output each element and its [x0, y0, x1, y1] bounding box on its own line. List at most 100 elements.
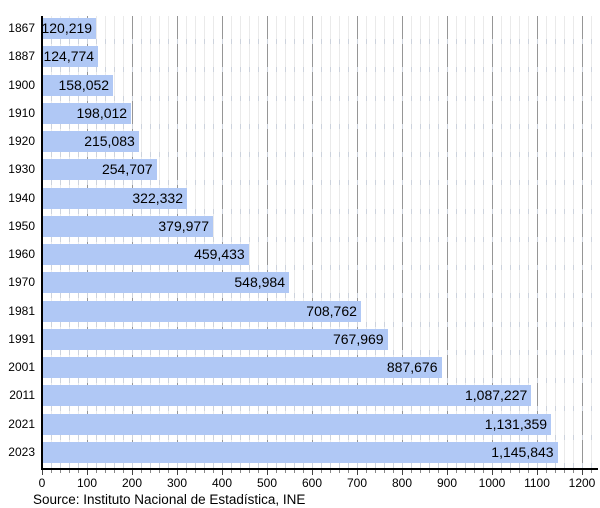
population-bar: 120,219 [41, 18, 97, 39]
year-label: 1910 [8, 105, 35, 120]
minor-tick-ruler [42, 208, 598, 214]
x-tick-label: 200 [121, 476, 143, 490]
year-label: 2011 [9, 388, 35, 403]
minor-tick-ruler [42, 321, 598, 327]
year-label: 1950 [8, 218, 35, 233]
year-label: 2001 [8, 360, 35, 374]
bar-value-label: 254,707 [101, 161, 153, 178]
x-tick-label: 600 [301, 476, 323, 490]
year-label: 1991 [8, 331, 35, 346]
bar-value-label: 158,052 [58, 76, 110, 93]
bar-value-label: 1,087,227 [465, 387, 528, 404]
minor-tick-ruler [42, 39, 598, 44]
bar-row: 1950 379,977 [8, 214, 598, 242]
population-census-bar-chart: 1867 120,219 1887 124,774 1900 158,052 1910 198… [0, 16, 600, 508]
minor-tick-ruler [42, 180, 598, 186]
year-label: 1930 [8, 162, 35, 177]
x-tick-label: 900 [436, 476, 458, 490]
bar-rows: 1867 120,219 1887 124,774 1900 158,052 1910 198… [8, 16, 598, 468]
x-axis-labels: 0 100 200 300 400 500 600 700 800 900 1000 1100 1200 [38, 476, 598, 490]
population-bar: 322,332 [42, 187, 187, 209]
x-tick-label: 0 [38, 476, 46, 490]
bar-value-label: 215,083 [84, 133, 135, 149]
year-label: 1867 [8, 21, 35, 35]
minor-tick-ruler [42, 406, 598, 412]
bar-value-label: 379,977 [158, 217, 209, 234]
x-tick-label: 1100 [524, 476, 550, 490]
bar-row: 1910 198,012 [8, 101, 598, 129]
population-bar: 215,083 [42, 131, 139, 152]
bar-value-label: 887,676 [386, 359, 438, 375]
bar-value-label: 198,012 [76, 104, 128, 121]
bar-row: 2023 1,145,843 [8, 440, 598, 468]
population-bar: 1,145,843 [42, 441, 558, 463]
year-label: 1940 [8, 190, 35, 205]
bar-row: 1981 708,762 [8, 299, 598, 327]
bar-value-label: 459,433 [194, 246, 245, 262]
x-tick-label: 300 [166, 476, 188, 490]
minor-tick-ruler [42, 462, 598, 468]
x-axis-ticks [42, 470, 598, 475]
minor-tick-ruler [42, 378, 598, 383]
source-caption: Source: Instituto Nacional de Estadístic… [33, 492, 306, 507]
bar-row: 2021 1,131,359 [8, 412, 598, 440]
bar-value-label: 708,762 [306, 302, 357, 319]
bar-value-label: 120,219 [41, 20, 93, 36]
minor-tick-ruler [42, 265, 598, 270]
minor-tick-ruler [42, 434, 598, 440]
bar-row: 1920 215,083 [8, 129, 598, 157]
x-axis-line [41, 468, 598, 470]
year-label: 1920 [8, 134, 35, 148]
bar-value-label: 767,969 [332, 330, 384, 347]
bar-value-label: 548,984 [234, 274, 285, 291]
population-bar: 887,676 [42, 357, 442, 378]
population-bar: 767,969 [42, 328, 388, 350]
population-bar: 158,052 [42, 74, 114, 96]
x-tick-label: 100 [76, 476, 98, 490]
bar-row: 1940 322,332 [8, 186, 598, 214]
year-label: 1981 [8, 303, 35, 318]
year-label: 1887 [8, 49, 35, 64]
y-axis-line [41, 16, 43, 470]
bar-row: 1960 459,433 [8, 242, 598, 270]
population-bar: 708,762 [42, 300, 361, 322]
population-bar: 1,131,359 [42, 413, 552, 435]
bar-value-label: 322,332 [132, 189, 183, 206]
minor-tick-ruler [42, 152, 598, 157]
year-label: 1970 [8, 275, 35, 290]
x-tick-label: 1000 [478, 476, 506, 490]
bar-row: 1970 548,984 [8, 270, 598, 299]
minor-tick-ruler [42, 123, 598, 129]
x-tick-label: 800 [391, 476, 413, 490]
minor-tick-ruler [42, 236, 598, 242]
bar-row: 1867 120,219 [8, 16, 598, 44]
minor-tick-ruler [42, 293, 598, 299]
year-label: 1960 [8, 247, 35, 261]
x-tick-label: 400 [211, 476, 233, 490]
minor-tick-ruler [42, 349, 598, 355]
minor-tick-ruler [42, 95, 598, 101]
population-bar: 459,433 [42, 244, 249, 265]
bar-row: 1991 767,969 [8, 327, 598, 355]
plot-area: 1867 120,219 1887 124,774 1900 158,052 1910 198… [8, 16, 598, 490]
population-bar: 1,087,227 [42, 385, 532, 407]
year-label: 2021 [8, 416, 35, 431]
bar-value-label: 1,145,843 [491, 443, 554, 460]
bar-row: 2011 1,087,227 [9, 383, 598, 412]
population-bar: 254,707 [42, 159, 157, 181]
year-label: 1900 [8, 77, 35, 92]
population-bar: 548,984 [42, 272, 289, 294]
population-bar: 124,774 [42, 46, 99, 68]
bar-row: 2001 887,676 [8, 355, 598, 383]
bar-value-label: 1,131,359 [484, 415, 548, 432]
x-tick-label: 700 [346, 476, 368, 490]
year-label: 2023 [8, 444, 35, 459]
x-tick-label: 1200 [568, 476, 596, 490]
population-bar: 379,977 [42, 215, 213, 237]
bar-row: 1887 124,774 [8, 44, 598, 73]
minor-tick-ruler [42, 67, 598, 73]
population-bar: 198,012 [42, 102, 132, 124]
bar-row: 1900 158,052 [8, 73, 598, 101]
bar-row: 1930 254,707 [8, 157, 598, 186]
bar-value-label: 124,774 [43, 48, 95, 65]
